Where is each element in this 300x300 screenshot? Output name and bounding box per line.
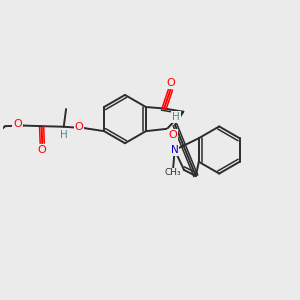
Text: O: O: [166, 78, 175, 88]
Text: O: O: [75, 122, 83, 132]
Text: N: N: [171, 145, 178, 155]
Text: O: O: [38, 145, 46, 155]
Text: H: H: [172, 112, 180, 122]
Text: O: O: [13, 119, 22, 129]
Text: CH₃: CH₃: [165, 169, 181, 178]
Text: H: H: [60, 130, 68, 140]
Text: O: O: [168, 130, 177, 140]
